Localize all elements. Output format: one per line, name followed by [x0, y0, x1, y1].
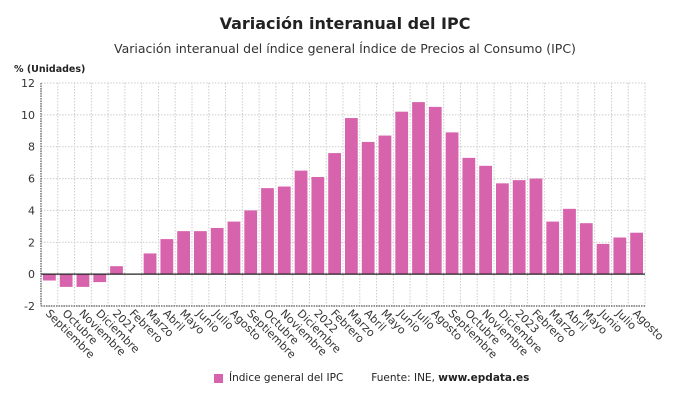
bar-octubre [261, 188, 274, 275]
y-tick-label: 10 [21, 109, 35, 122]
bar-julio [210, 227, 224, 275]
bar-marzo [546, 221, 560, 275]
bar-mayo [177, 231, 190, 275]
bar-junio [395, 111, 409, 275]
bar-noviembre [76, 274, 90, 287]
bar-septiembre [445, 132, 459, 275]
y-tick-label: 12 [21, 77, 35, 90]
bar-junio [194, 231, 207, 275]
y-tick-label: 2 [28, 236, 35, 249]
bar-diciembre [496, 183, 509, 275]
bar-diciembre [93, 274, 107, 283]
bar-febrero [328, 153, 341, 275]
y-tick-label: 0 [28, 268, 35, 281]
legend-label: Índice general del IPC [229, 372, 344, 384]
bar-mayo [579, 223, 593, 275]
bar-agosto [630, 232, 643, 275]
y-tick-label: 8 [28, 141, 35, 154]
bar-marzo [345, 118, 358, 275]
bar-octubre [59, 274, 73, 287]
y-tick-label: 4 [28, 204, 35, 217]
bar-mayo [378, 135, 392, 275]
bar-2023 [512, 180, 526, 275]
bar-agosto [227, 221, 241, 275]
chart-subtitle: Variación interanual del índice general … [114, 41, 576, 56]
source-site: www.epdata.es [438, 372, 530, 384]
bar-octubre [462, 157, 476, 275]
bar-abril [563, 208, 576, 275]
y-tick-label: 6 [28, 173, 35, 186]
bar-febrero [529, 178, 543, 275]
bar-2022 [311, 176, 325, 275]
bar-noviembre [479, 165, 492, 275]
y-axis-label: % (Unidades) [14, 64, 86, 75]
bar-marzo [143, 253, 157, 275]
bar-septiembre [43, 274, 56, 281]
y-tick-label: -2 [24, 300, 35, 313]
legend: Índice general del IPC Fuente: INE, www.… [214, 372, 529, 384]
bar-abril [361, 141, 375, 275]
chart-title: Variación interanual del IPC [219, 14, 471, 33]
legend-swatch [214, 373, 223, 383]
bar-noviembre [277, 186, 291, 275]
bar-septiembre [244, 210, 258, 275]
bar-junio [596, 243, 610, 275]
bar-abril [160, 239, 174, 275]
bar-julio [412, 102, 425, 275]
bar-2021 [110, 266, 123, 275]
source-note: Fuente: INE, www.epdata.es [371, 372, 529, 384]
bar-diciembre [294, 170, 308, 275]
bar-agosto [428, 106, 442, 275]
source-label: Fuente: INE, [371, 372, 439, 384]
bar-julio [613, 237, 627, 275]
